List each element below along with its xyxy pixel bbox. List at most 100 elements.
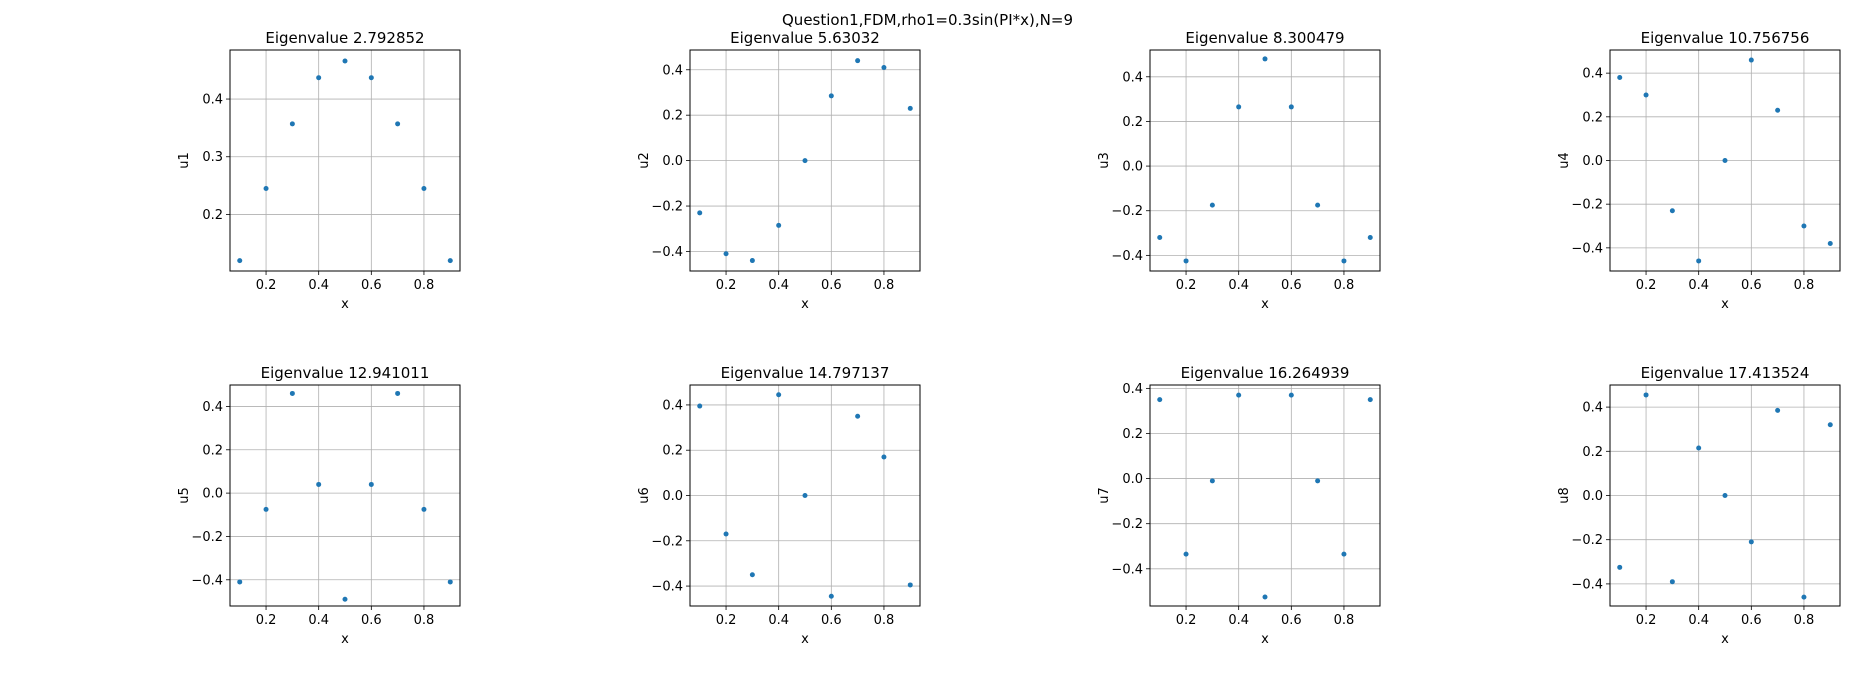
- chart-6-point: [776, 392, 782, 398]
- chart-8-point: [1801, 594, 1807, 600]
- chart-7-y-tick-label: 0.0: [1122, 472, 1143, 487]
- chart-6-y-tick-label: −0.4: [651, 580, 683, 595]
- chart-1-point: [395, 121, 401, 127]
- chart-6-frame: [689, 384, 921, 607]
- chart-4-x-tick-label: 0.6: [1741, 278, 1762, 293]
- chart-5-x-tick-label: 0.6: [361, 613, 382, 628]
- chart-5-y-tick-label: 0.0: [202, 487, 223, 502]
- chart-2-frame: [689, 49, 921, 272]
- chart-4-x-tick-label: 0.4: [1688, 278, 1709, 293]
- chart-1-frame: [229, 49, 461, 272]
- chart-6-x-tick-label: 0.4: [768, 613, 789, 628]
- chart-6-y-tick-label: 0.4: [662, 398, 683, 413]
- chart-3-y-tick-label: 0.2: [1122, 115, 1143, 130]
- chart-7-point: [1209, 478, 1215, 484]
- chart-5-x-tick-label: 0.2: [256, 613, 277, 628]
- chart-6-point: [855, 413, 861, 419]
- chart-8-title: Eigenvalue 17.413524: [1641, 364, 1810, 382]
- chart-6-x-tick-label: 0.2: [716, 613, 737, 628]
- chart-3-x-tick-label: 0.4: [1228, 278, 1249, 293]
- chart-3-point: [1236, 104, 1242, 110]
- chart-7-point: [1288, 392, 1294, 398]
- chart-3-y-tick-label: −0.4: [1111, 249, 1143, 264]
- chart-7-point: [1315, 478, 1321, 484]
- chart-2-point: [776, 222, 782, 228]
- chart-2-y-tick-label: 0.2: [662, 109, 683, 124]
- chart-7-x-tick-label: 0.6: [1281, 613, 1302, 628]
- chart-2-point: [881, 64, 887, 70]
- chart-4-xlabel: x: [1721, 297, 1729, 312]
- chart-2-point: [697, 210, 703, 216]
- chart-4-y-tick-label: 0.4: [1582, 67, 1603, 82]
- chart-4-point: [1722, 158, 1728, 163]
- chart-3-ylabel: u3: [1097, 152, 1112, 169]
- chart-7-title: Eigenvalue 16.264939: [1181, 364, 1350, 382]
- chart-3-title: Eigenvalue 8.300479: [1185, 29, 1344, 47]
- chart-1-y-tick-label: 0.4: [202, 93, 223, 108]
- chart-6-point: [907, 582, 913, 588]
- chart-8-point: [1617, 564, 1623, 570]
- chart-2-point: [828, 93, 834, 99]
- chart-4-y-tick-label: −0.4: [1571, 241, 1603, 256]
- chart-7-point: [1183, 551, 1189, 557]
- chart-2-point: [907, 105, 913, 111]
- chart-3-point: [1157, 235, 1163, 241]
- chart-6-point: [749, 572, 755, 578]
- chart-8-axes: 0.2 0.4 0.6 0.8 −0.4 −0.2 0.0 0.2 0.4 Eigenvalue …: [1557, 364, 1841, 647]
- chart-2-point: [855, 58, 861, 64]
- chart-1-y-tick-label: 0.2: [202, 208, 223, 223]
- chart-1-point: [289, 121, 295, 127]
- chart-7-y-tick-label: −0.2: [1111, 517, 1143, 532]
- chart-1-axes: 0.2 0.4 0.6 0.8 0.2 0.3 0.4 Eigenvalue 2.792852…: [177, 29, 461, 312]
- chart-6-point: [828, 593, 834, 599]
- chart-4-x-tick-label: 0.2: [1636, 278, 1657, 293]
- chart-6-point: [881, 454, 887, 460]
- chart-6-point: [723, 531, 729, 537]
- chart-1-xlabel: x: [341, 297, 349, 312]
- chart-7-point: [1341, 551, 1347, 557]
- chart-8-x-tick-label: 0.6: [1741, 613, 1762, 628]
- chart-3-xlabel: x: [1261, 297, 1269, 312]
- chart-5-point: [447, 579, 453, 585]
- chart-8-y-tick-label: −0.4: [1571, 577, 1603, 592]
- chart-8-y-tick-label: 0.0: [1582, 489, 1603, 504]
- chart-5-axes: 0.2 0.4 0.6 0.8 −0.4 −0.2 0.0 0.2 0.4 Eigenvalue …: [177, 364, 461, 647]
- chart-5-point: [289, 390, 295, 396]
- chart-6-x-tick-label: 0.6: [821, 613, 842, 628]
- chart-5-point: [395, 390, 401, 396]
- chart-2-ylabel: u2: [637, 152, 652, 169]
- chart-4-point: [1775, 107, 1781, 113]
- chart-4-y-tick-label: −0.2: [1571, 198, 1603, 213]
- chart-5-x-tick-label: 0.4: [308, 613, 329, 628]
- chart-4-point: [1827, 240, 1833, 246]
- chart-3-x-tick-label: 0.2: [1176, 278, 1197, 293]
- chart-1-point: [263, 185, 269, 191]
- chart-5-point: [237, 579, 243, 585]
- chart-4-ylabel: u4: [1557, 152, 1572, 169]
- chart-1-x-tick-label: 0.4: [308, 278, 329, 293]
- chart-5-x-tick-label: 0.8: [414, 613, 435, 628]
- chart-7-y-tick-label: 0.4: [1122, 382, 1143, 397]
- chart-7-y-tick-label: −0.4: [1111, 562, 1143, 577]
- chart-8-point: [1775, 407, 1781, 413]
- chart-5-frame: [229, 384, 461, 607]
- chart-8-frame: [1609, 384, 1841, 607]
- chart-5-xlabel: x: [341, 632, 349, 647]
- chart-8-point: [1669, 579, 1675, 585]
- chart-1-x-tick-label: 0.2: [256, 278, 277, 293]
- chart-5-point: [368, 481, 374, 487]
- chart-6-ylabel: u6: [637, 487, 652, 504]
- chart-3-frame: [1149, 49, 1381, 272]
- chart-3-x-tick-label: 0.6: [1281, 278, 1302, 293]
- chart-1-point: [237, 258, 243, 264]
- chart-8-x-tick-label: 0.2: [1636, 613, 1657, 628]
- chart-4-axes: 0.2 0.4 0.6 0.8 −0.4 −0.2 0.0 0.2 0.4 Eigenvalue …: [1557, 29, 1841, 312]
- chart-7-frame: [1149, 384, 1381, 607]
- chart-7-x-tick-label: 0.2: [1176, 613, 1197, 628]
- chart-1-x-tick-label: 0.8: [414, 278, 435, 293]
- chart-3-point: [1183, 258, 1189, 264]
- chart-8-xlabel: x: [1721, 632, 1729, 647]
- chart-4-y-tick-label: 0.2: [1582, 110, 1603, 125]
- chart-3-point: [1262, 56, 1268, 62]
